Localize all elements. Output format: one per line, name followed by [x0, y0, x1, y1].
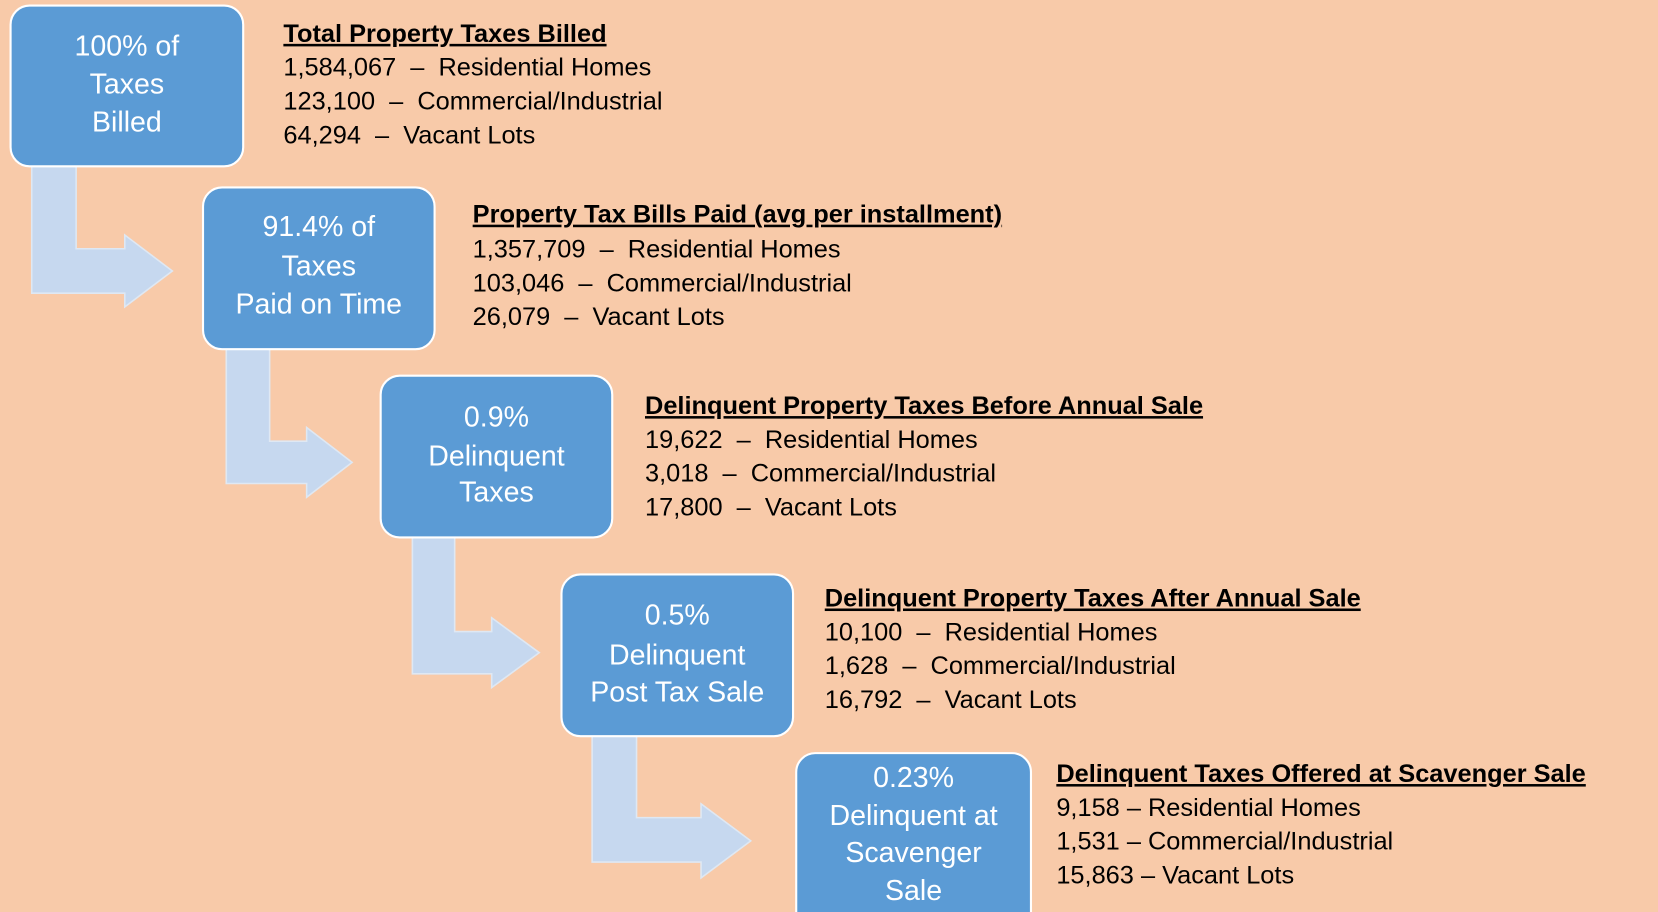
box-label: Post Tax Sale [590, 676, 764, 708]
step-item: 103,046 – Commercial/Industrial [473, 269, 852, 297]
box-label: Paid on Time [236, 288, 403, 320]
step-box [201, 186, 436, 351]
step-item: 1,357,709 – Residential Homes [473, 236, 841, 264]
step-item: 123,100 – Commercial/Industrial [283, 88, 662, 116]
box-label: Taxes [282, 250, 357, 282]
step-heading: Delinquent Property Taxes After Annual S… [825, 585, 1361, 613]
step-item: 26,079 – Vacant Lots [473, 303, 725, 331]
box-label: Delinquent at [830, 800, 998, 832]
box-label: Delinquent [428, 441, 564, 473]
step-heading: Delinquent Taxes Offered at Scavenger Sa… [1056, 760, 1585, 788]
step-item: 19,622 – Residential Homes [645, 426, 978, 454]
step-box [9, 4, 245, 168]
box-label: Delinquent [609, 639, 745, 671]
step-item: 1,628 – Commercial/Industrial [825, 652, 1176, 680]
arrow [30, 165, 174, 309]
step-item: 3,018 – Commercial/Industrial [645, 460, 996, 488]
box-label: 100% of [75, 30, 180, 62]
step-item: 9,158 – Residential Homes [1056, 794, 1361, 822]
box-label: 0.5% [645, 599, 710, 631]
step-box [795, 752, 1033, 912]
step-item: 17,800 – Vacant Lots [645, 494, 897, 522]
box-label: 0.9% [464, 402, 529, 434]
box-label: Taxes [90, 68, 165, 100]
arrow [411, 536, 541, 690]
step-item: 10,100 – Residential Homes [825, 618, 1158, 646]
box-label: Taxes [459, 477, 534, 509]
arrow [225, 348, 354, 499]
step-item: 1,531 – Commercial/Industrial [1056, 828, 1393, 856]
step-box [560, 573, 795, 738]
step-item: 1,584,067 – Residential Homes [283, 54, 651, 82]
step-heading: Property Tax Bills Paid (avg per install… [473, 201, 1002, 229]
box-label: Billed [92, 107, 162, 139]
box-label: Sale [885, 875, 942, 907]
step-box [379, 374, 614, 539]
step-heading: Total Property Taxes Billed [283, 20, 606, 48]
step-heading: Delinquent Property Taxes Before Annual … [645, 392, 1203, 420]
step-item: 16,792 – Vacant Lots [825, 686, 1077, 714]
box-label: 91.4% of [262, 211, 375, 243]
step-item: 15,863 – Vacant Lots [1056, 862, 1294, 890]
step-item: 64,294 – Vacant Lots [283, 121, 535, 149]
arrow [591, 735, 753, 880]
box-label: Scavenger [845, 837, 982, 869]
box-label: 0.23% [873, 762, 954, 794]
